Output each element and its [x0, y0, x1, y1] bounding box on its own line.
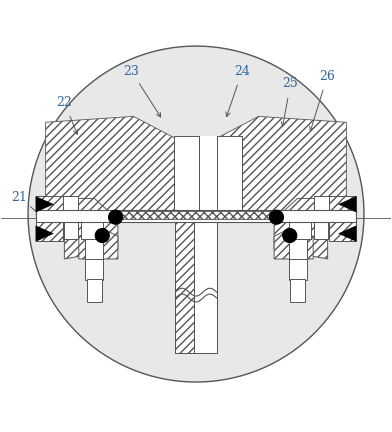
- Text: 22: 22: [56, 96, 72, 109]
- Bar: [64, 218, 78, 239]
- Bar: [289, 238, 307, 259]
- Bar: [85, 258, 103, 280]
- Polygon shape: [274, 229, 313, 259]
- Polygon shape: [329, 197, 356, 241]
- Polygon shape: [36, 226, 53, 241]
- Bar: [314, 197, 329, 239]
- Bar: [85, 238, 103, 259]
- Text: 26: 26: [319, 70, 335, 83]
- Polygon shape: [274, 198, 328, 259]
- Polygon shape: [64, 198, 118, 259]
- Bar: [63, 197, 78, 239]
- Bar: [81, 220, 103, 239]
- Bar: [175, 218, 217, 353]
- Polygon shape: [339, 197, 356, 212]
- Circle shape: [109, 210, 123, 224]
- Polygon shape: [36, 197, 53, 212]
- Bar: [174, 136, 199, 218]
- Bar: [289, 220, 311, 239]
- Bar: [194, 218, 217, 353]
- Bar: [314, 218, 328, 239]
- Bar: [36, 210, 356, 222]
- Text: 24: 24: [234, 65, 250, 78]
- Bar: [217, 136, 242, 218]
- Bar: [175, 218, 194, 353]
- Bar: [87, 279, 102, 302]
- Text: 25: 25: [283, 77, 298, 90]
- Bar: [290, 279, 305, 302]
- Bar: [174, 136, 218, 218]
- Circle shape: [28, 46, 364, 382]
- Polygon shape: [79, 229, 118, 259]
- Bar: [289, 258, 307, 280]
- Polygon shape: [339, 226, 356, 241]
- Text: 21: 21: [11, 191, 27, 204]
- Polygon shape: [36, 197, 63, 241]
- Circle shape: [283, 229, 297, 242]
- Circle shape: [269, 210, 283, 224]
- Polygon shape: [45, 116, 174, 218]
- Text: 23: 23: [123, 65, 140, 78]
- Polygon shape: [218, 116, 347, 218]
- Circle shape: [95, 229, 109, 242]
- Bar: [118, 211, 274, 219]
